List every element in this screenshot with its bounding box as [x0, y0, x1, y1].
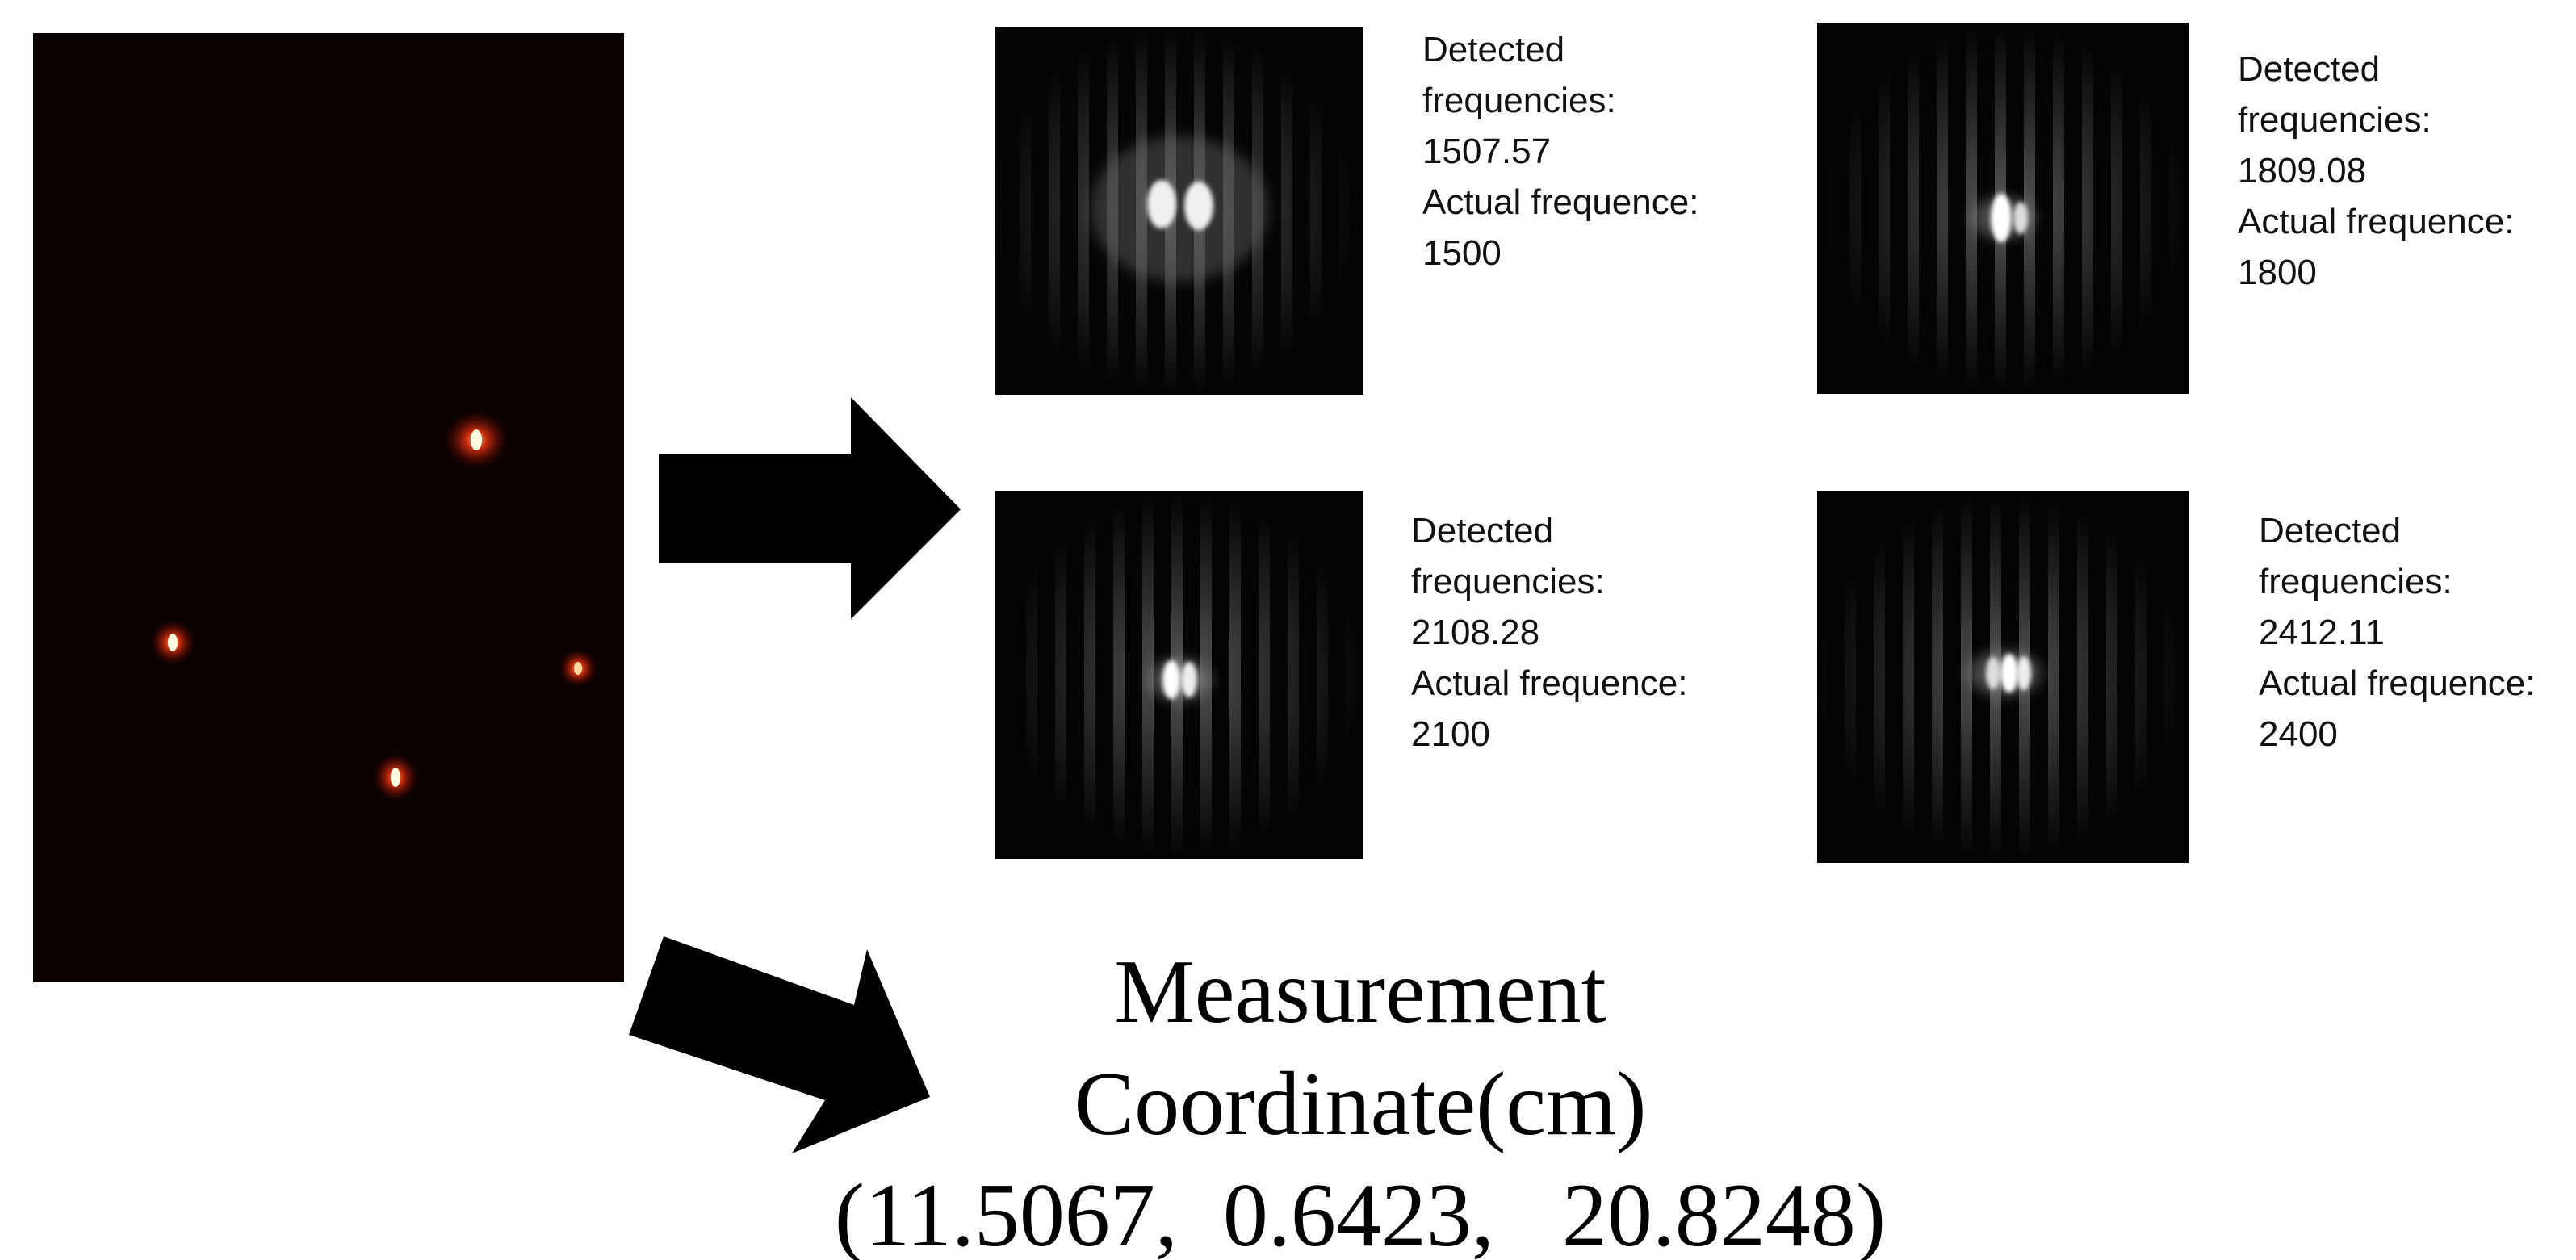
result-heading: Measurement: [1114, 942, 1606, 1042]
detected-value: 2108.28: [1411, 613, 1540, 652]
actual-value: 2100: [1411, 714, 1490, 754]
actual-value: 1500: [1422, 233, 1502, 273]
camera-image: [33, 33, 624, 982]
detected-label: Detected frequencies:: [1411, 511, 1605, 601]
result-coordinates: (11.5067, 0.6423, 20.8248): [834, 1166, 1887, 1260]
fringe-image: [1817, 23, 2192, 394]
arrow-right: [659, 397, 961, 619]
actual-value: 2400: [2259, 714, 2338, 754]
arrow-diagonal: [629, 936, 930, 1153]
fringe-image: [991, 27, 1363, 395]
detected-value: 2412.11: [2259, 613, 2385, 652]
fringe-image: [1816, 491, 2189, 863]
actual-label: Actual frequence:: [1411, 663, 1688, 703]
detected-label: Detected frequencies:: [2238, 49, 2431, 140]
frequency-info: Detected frequencies: 1507.57 Actual fre…: [1422, 24, 1745, 278]
frequency-info: Detected frequencies: 1809.08 Actual fre…: [2238, 44, 2561, 298]
detected-value: 1507.57: [1422, 132, 1552, 171]
detected-label: Detected frequencies:: [2259, 511, 2452, 601]
result-heading: Coordinate(cm): [1074, 1054, 1647, 1154]
frequency-info: Detected frequencies: 2108.28 Actual fre…: [1411, 505, 1734, 760]
light-spots: [150, 411, 597, 802]
detected-value: 1809.08: [2238, 151, 2367, 190]
actual-value: 1800: [2238, 253, 2317, 292]
fringe-image: [995, 491, 1365, 859]
actual-label: Actual frequence:: [1422, 182, 1699, 222]
detected-label: Detected frequencies:: [1422, 30, 1616, 120]
actual-label: Actual frequence:: [2259, 663, 2536, 703]
actual-label: Actual frequence:: [2238, 202, 2515, 241]
frequency-info: Detected frequencies: 2412.11 Actual fre…: [2259, 505, 2576, 760]
